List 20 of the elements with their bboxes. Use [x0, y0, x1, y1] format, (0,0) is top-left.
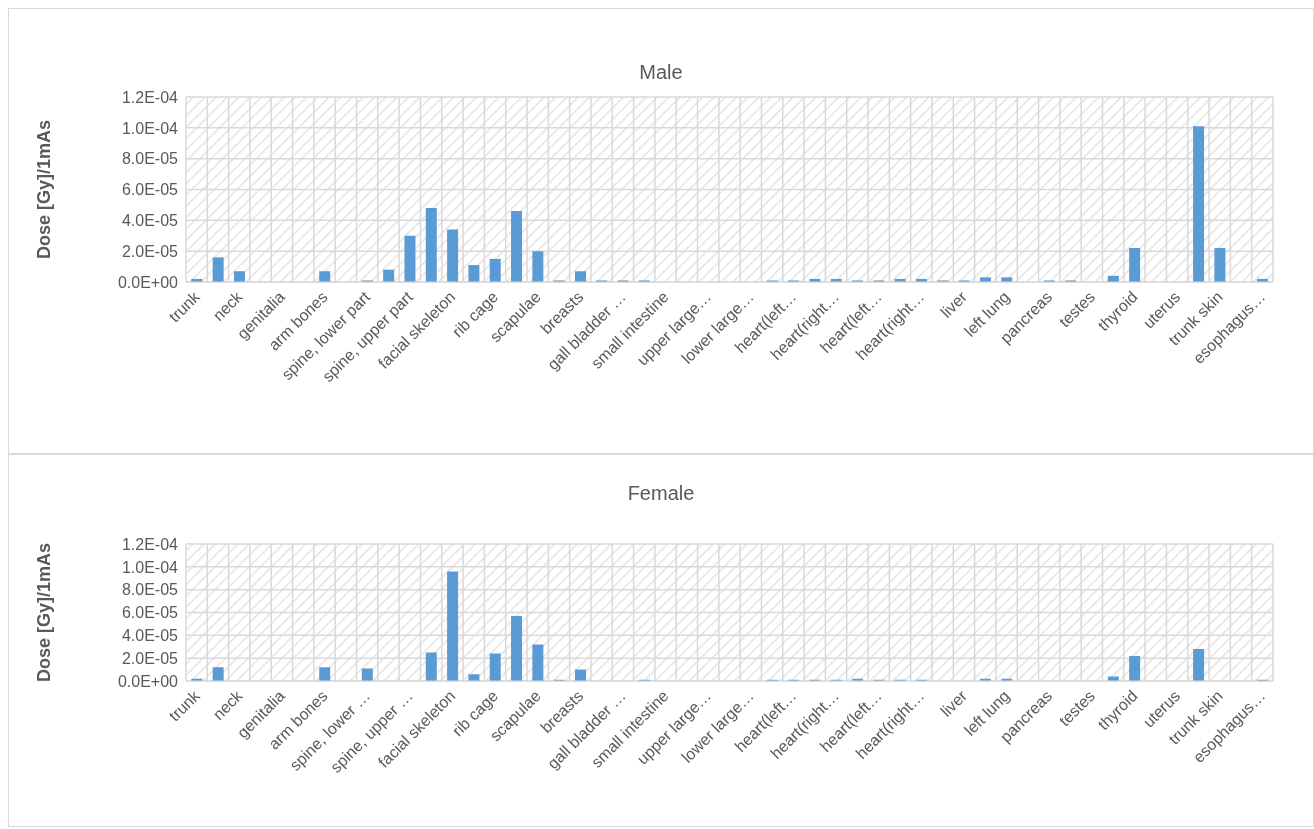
y-tick-label: 6.0E-05 — [121, 181, 179, 199]
chart-title: Male — [638, 61, 684, 84]
chart-title: Female — [626, 482, 696, 505]
y-tick-label: 4.0E-05 — [121, 627, 179, 645]
y-tick-label: 0.0E+00 — [117, 273, 179, 291]
y-tick-label: 1.0E-04 — [121, 119, 179, 137]
y-tick-label: 4.0E-05 — [121, 212, 179, 230]
y-axis-title: Dose [Gy]/1mAs — [34, 542, 55, 683]
y-tick-label: 1.2E-04 — [121, 88, 179, 106]
y-tick-label: 8.0E-05 — [121, 581, 179, 599]
y-tick-label: 2.0E-05 — [121, 242, 179, 260]
y-tick-label: 1.2E-04 — [121, 535, 179, 553]
y-tick-label: 8.0E-05 — [121, 150, 179, 168]
x-tick-label: liver — [937, 287, 971, 321]
y-tick-label: 2.0E-05 — [121, 649, 179, 667]
x-tick-label: liver — [937, 686, 971, 720]
y-axis-title: Dose [Gy]/1mAs — [34, 119, 55, 260]
y-tick-label: 6.0E-05 — [121, 604, 179, 622]
y-tick-label: 1.0E-04 — [121, 558, 179, 576]
y-tick-label: 0.0E+00 — [117, 672, 179, 690]
